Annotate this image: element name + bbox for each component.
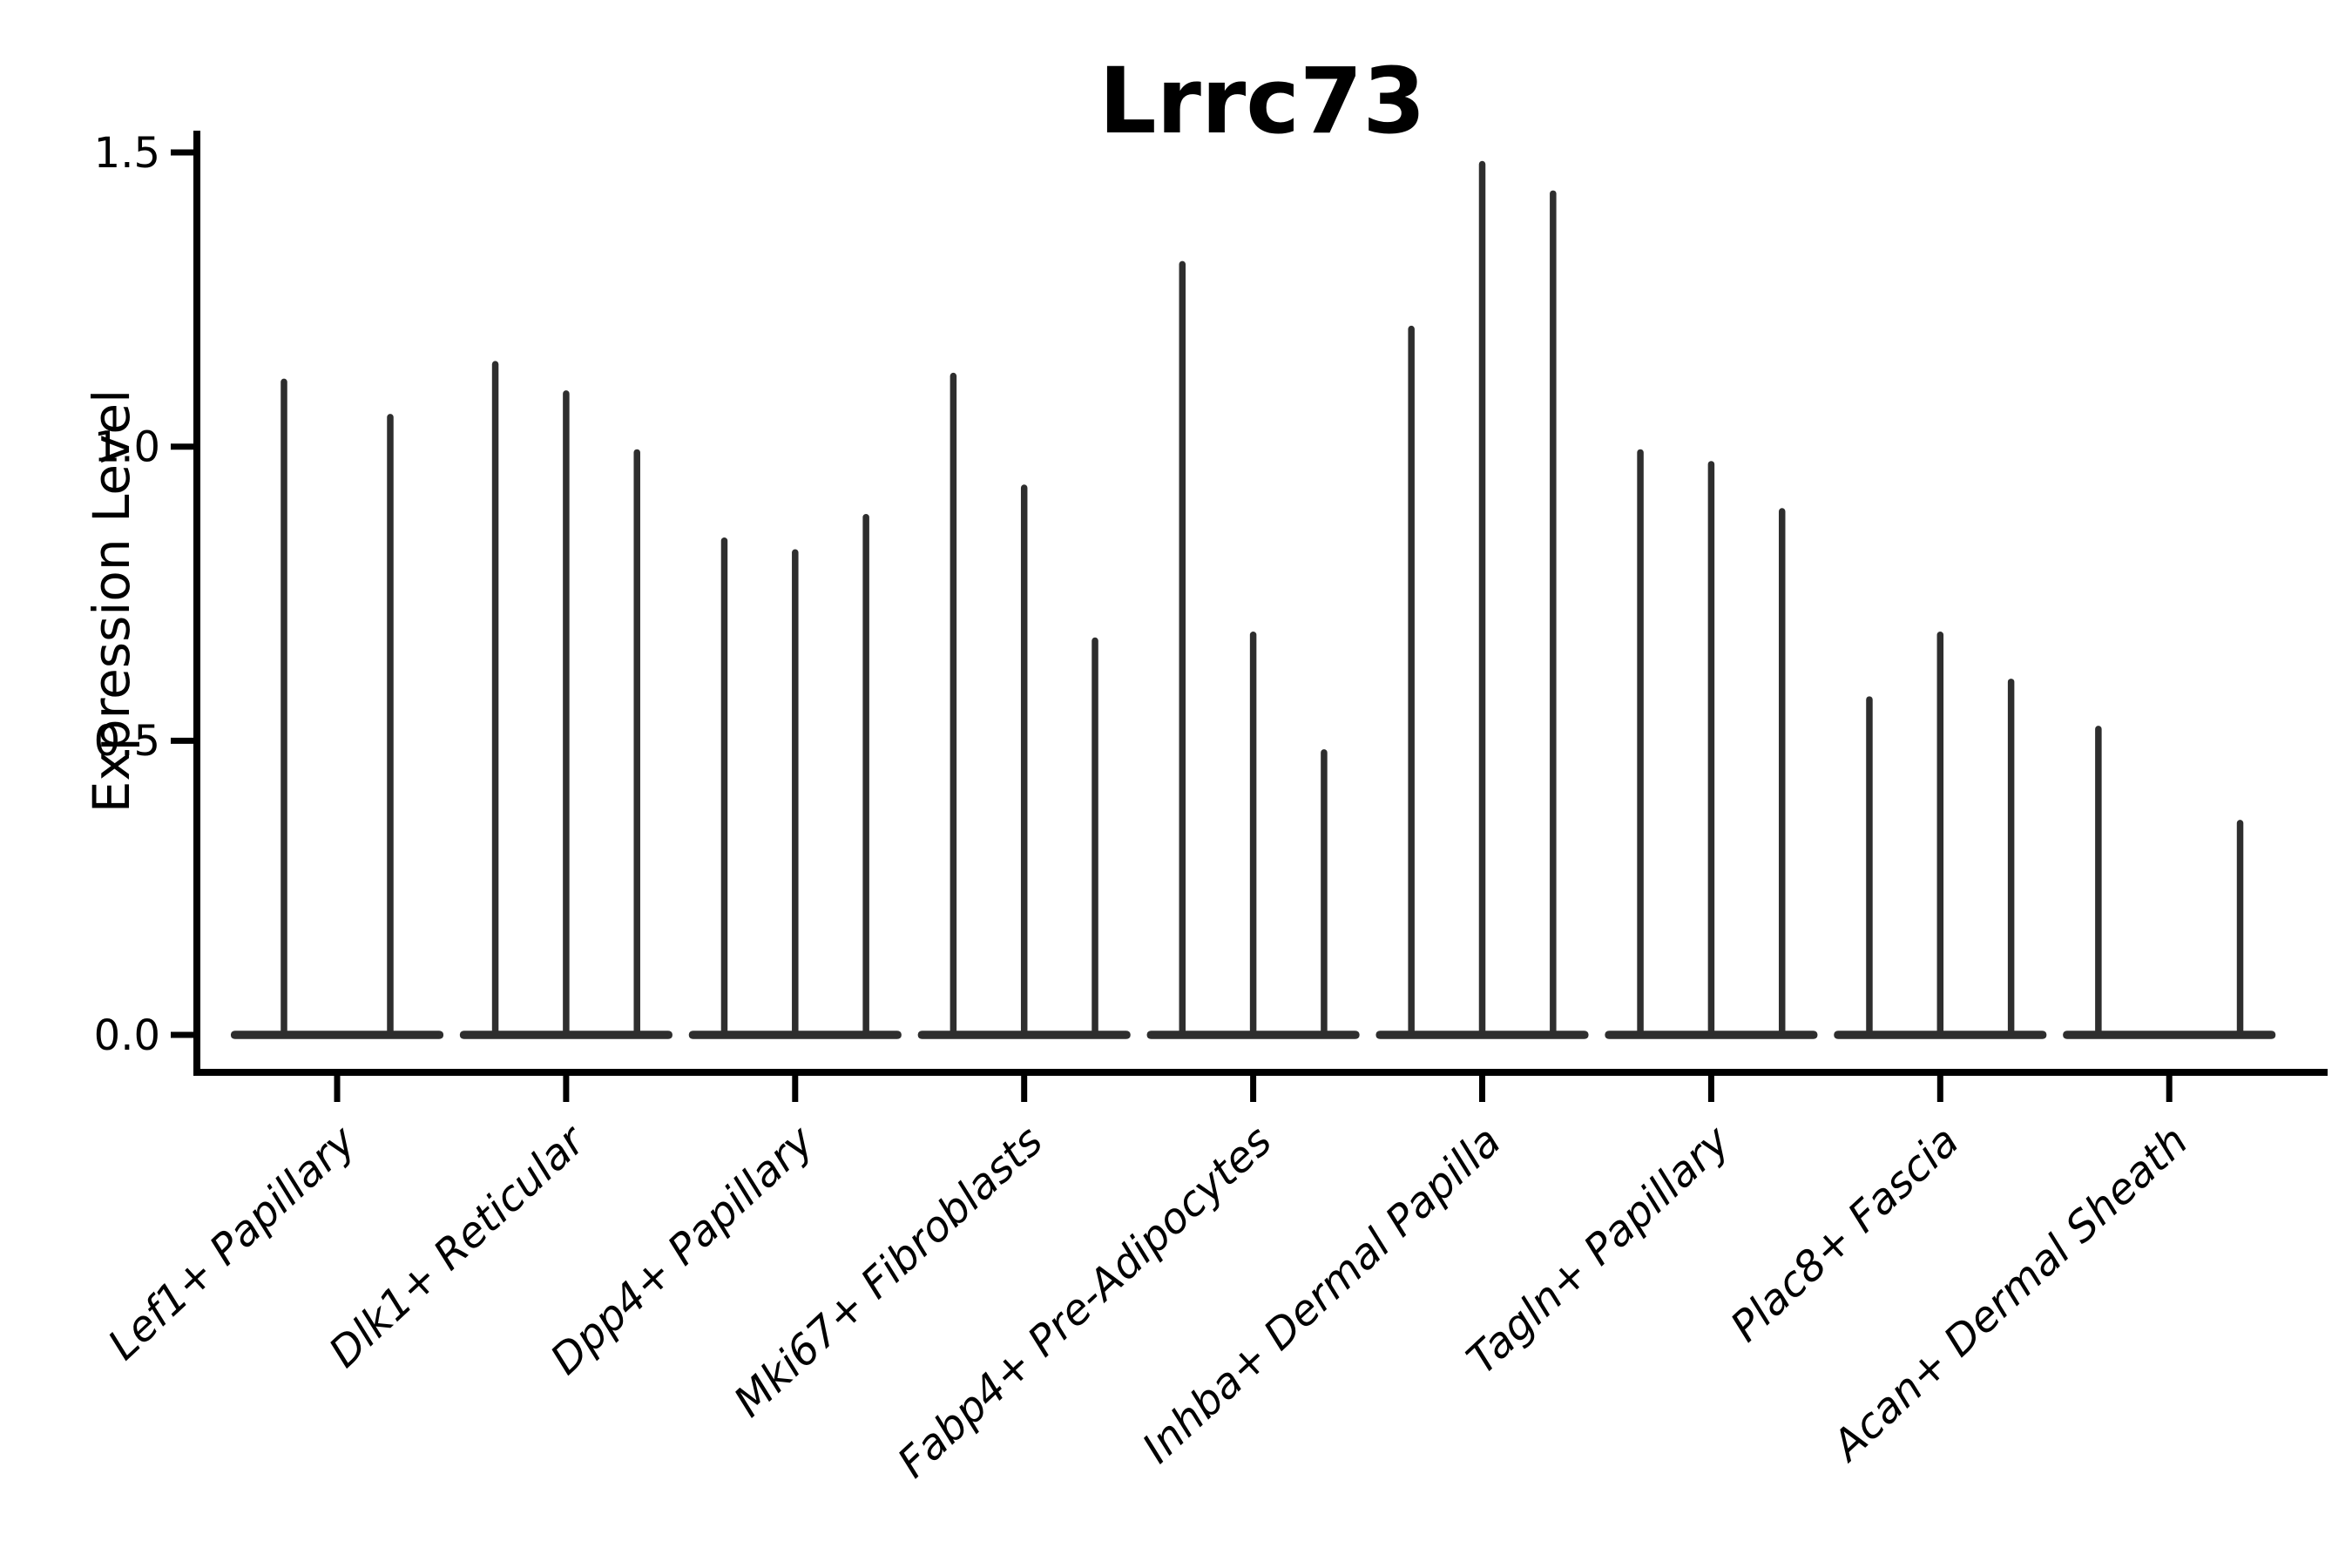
y-axis-label: Expression Level (82, 389, 141, 814)
chart-title: Lrrc73 (1098, 48, 1426, 154)
x-tick-label: Fabp4+ Pre-Adipocytes (889, 1117, 1281, 1488)
x-tick-label: Plac8+ Fascia (1721, 1117, 1968, 1352)
y-tick-label: 0.5 (94, 717, 160, 766)
x-tick-label: Lef1+ Papillary (99, 1116, 366, 1369)
y-tick-label: 1.5 (94, 129, 160, 178)
y-tick-label: 1.0 (94, 423, 160, 472)
violin-base (231, 1031, 443, 1039)
y-tick-label: 0.0 (94, 1011, 160, 1060)
violin-base (2063, 1031, 2276, 1039)
